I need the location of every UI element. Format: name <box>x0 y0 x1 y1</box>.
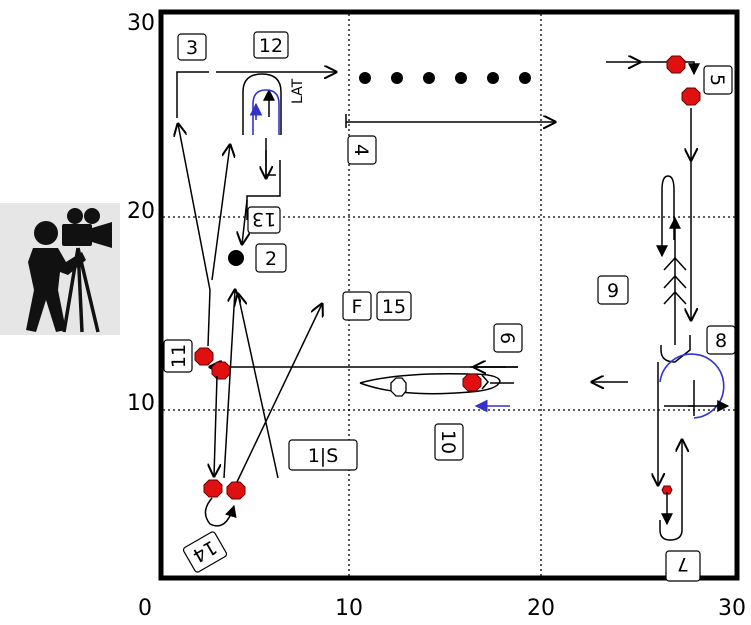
svg-text:2: 2 <box>265 248 277 270</box>
x-tick-30: 30 <box>718 596 746 621</box>
svg-text:15: 15 <box>382 296 406 318</box>
x-tick-10: 10 <box>335 596 363 621</box>
route-6-10-11 <box>178 124 518 413</box>
route-4 <box>345 114 555 128</box>
svg-text:9: 9 <box>607 280 619 302</box>
y-tick-10: 10 <box>127 391 155 416</box>
svg-text:10: 10 <box>437 430 459 454</box>
label-2: 2 <box>255 243 287 273</box>
svg-text:3: 3 <box>186 37 198 59</box>
label-6: 6 <box>493 323 523 353</box>
svg-text:F: F <box>352 296 363 318</box>
svg-text:5: 5 <box>706 74 728 86</box>
player-dot-row <box>359 72 531 84</box>
svg-text:1|S: 1|S <box>308 445 339 467</box>
svg-text:11: 11 <box>168 344 190 368</box>
label-f: F <box>342 291 372 321</box>
player-dot-2 <box>228 250 244 266</box>
label-7: 7 <box>665 550 701 582</box>
label-1s: 1|S <box>288 439 358 471</box>
svg-text:13: 13 <box>252 208 276 230</box>
label-5: 5 <box>703 65 733 95</box>
route-3-12 <box>176 72 336 244</box>
y-tick-20: 20 <box>127 199 155 224</box>
svg-text:8: 8 <box>715 330 727 352</box>
label-4: 4 <box>347 135 377 165</box>
grid-lines <box>163 14 735 576</box>
label-10: 10 <box>434 423 464 461</box>
route-5 <box>592 56 730 541</box>
field-frame <box>158 9 740 581</box>
label-9: 9 <box>597 275 629 305</box>
y-tick-30: 30 <box>127 11 155 36</box>
label-15: 15 <box>376 291 412 321</box>
camera-operator-icon <box>0 203 120 335</box>
svg-text:4: 4 <box>350 144 372 156</box>
label-8: 8 <box>706 325 736 355</box>
label-11: 11 <box>163 339 193 373</box>
label-14: 14 <box>182 531 228 573</box>
label-12: 12 <box>253 31 289 59</box>
x-tick-20: 20 <box>527 596 555 621</box>
label-lat: LAT <box>290 78 306 104</box>
svg-text:7: 7 <box>677 553 689 575</box>
label-3: 3 <box>177 33 207 61</box>
x-tick-0: 0 <box>138 596 152 621</box>
svg-text:6: 6 <box>496 332 518 344</box>
label-13: 13 <box>247 206 281 234</box>
svg-text:12: 12 <box>259 35 283 57</box>
route-14-1s <box>203 290 322 527</box>
